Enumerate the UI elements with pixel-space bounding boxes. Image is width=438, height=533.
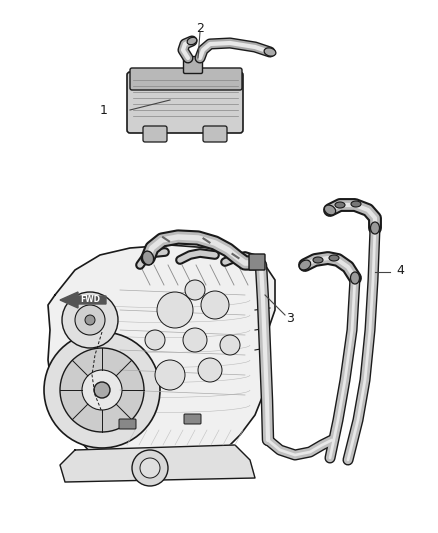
Circle shape xyxy=(44,332,160,448)
Circle shape xyxy=(62,292,118,348)
Circle shape xyxy=(145,330,165,350)
Circle shape xyxy=(82,370,122,410)
Circle shape xyxy=(201,291,229,319)
Circle shape xyxy=(132,450,168,486)
Ellipse shape xyxy=(329,255,339,261)
Circle shape xyxy=(220,335,240,355)
Ellipse shape xyxy=(335,202,345,208)
Ellipse shape xyxy=(187,37,197,45)
FancyBboxPatch shape xyxy=(119,419,136,429)
Circle shape xyxy=(60,348,144,432)
Circle shape xyxy=(85,315,95,325)
Text: 4: 4 xyxy=(396,263,404,277)
Ellipse shape xyxy=(324,205,336,215)
Text: FWD: FWD xyxy=(80,295,100,304)
FancyBboxPatch shape xyxy=(184,414,201,424)
Ellipse shape xyxy=(351,201,361,207)
Text: 1: 1 xyxy=(99,103,107,117)
Ellipse shape xyxy=(371,222,379,234)
Circle shape xyxy=(185,280,205,300)
Circle shape xyxy=(198,358,222,382)
FancyBboxPatch shape xyxy=(127,72,243,133)
FancyBboxPatch shape xyxy=(203,126,227,142)
Ellipse shape xyxy=(299,260,311,270)
Polygon shape xyxy=(48,245,275,478)
FancyBboxPatch shape xyxy=(130,68,242,90)
FancyBboxPatch shape xyxy=(184,56,202,74)
Ellipse shape xyxy=(313,257,323,263)
Text: 3: 3 xyxy=(286,311,294,325)
FancyBboxPatch shape xyxy=(249,254,265,270)
Polygon shape xyxy=(60,292,106,308)
Circle shape xyxy=(140,458,160,478)
Ellipse shape xyxy=(350,272,360,284)
Circle shape xyxy=(75,305,105,335)
Ellipse shape xyxy=(142,251,154,265)
Polygon shape xyxy=(60,445,255,482)
Circle shape xyxy=(94,382,110,398)
Circle shape xyxy=(157,292,193,328)
Circle shape xyxy=(183,328,207,352)
Text: 2: 2 xyxy=(196,21,204,35)
Circle shape xyxy=(155,360,185,390)
FancyBboxPatch shape xyxy=(143,126,167,142)
Ellipse shape xyxy=(264,48,276,56)
